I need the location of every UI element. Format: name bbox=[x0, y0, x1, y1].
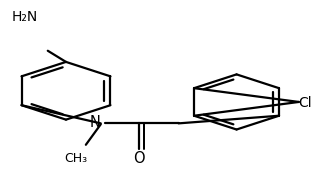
Text: H₂N: H₂N bbox=[11, 10, 38, 24]
Text: CH₃: CH₃ bbox=[64, 152, 88, 165]
Text: Cl: Cl bbox=[298, 96, 312, 110]
Text: N: N bbox=[90, 115, 101, 130]
Text: O: O bbox=[133, 151, 145, 166]
